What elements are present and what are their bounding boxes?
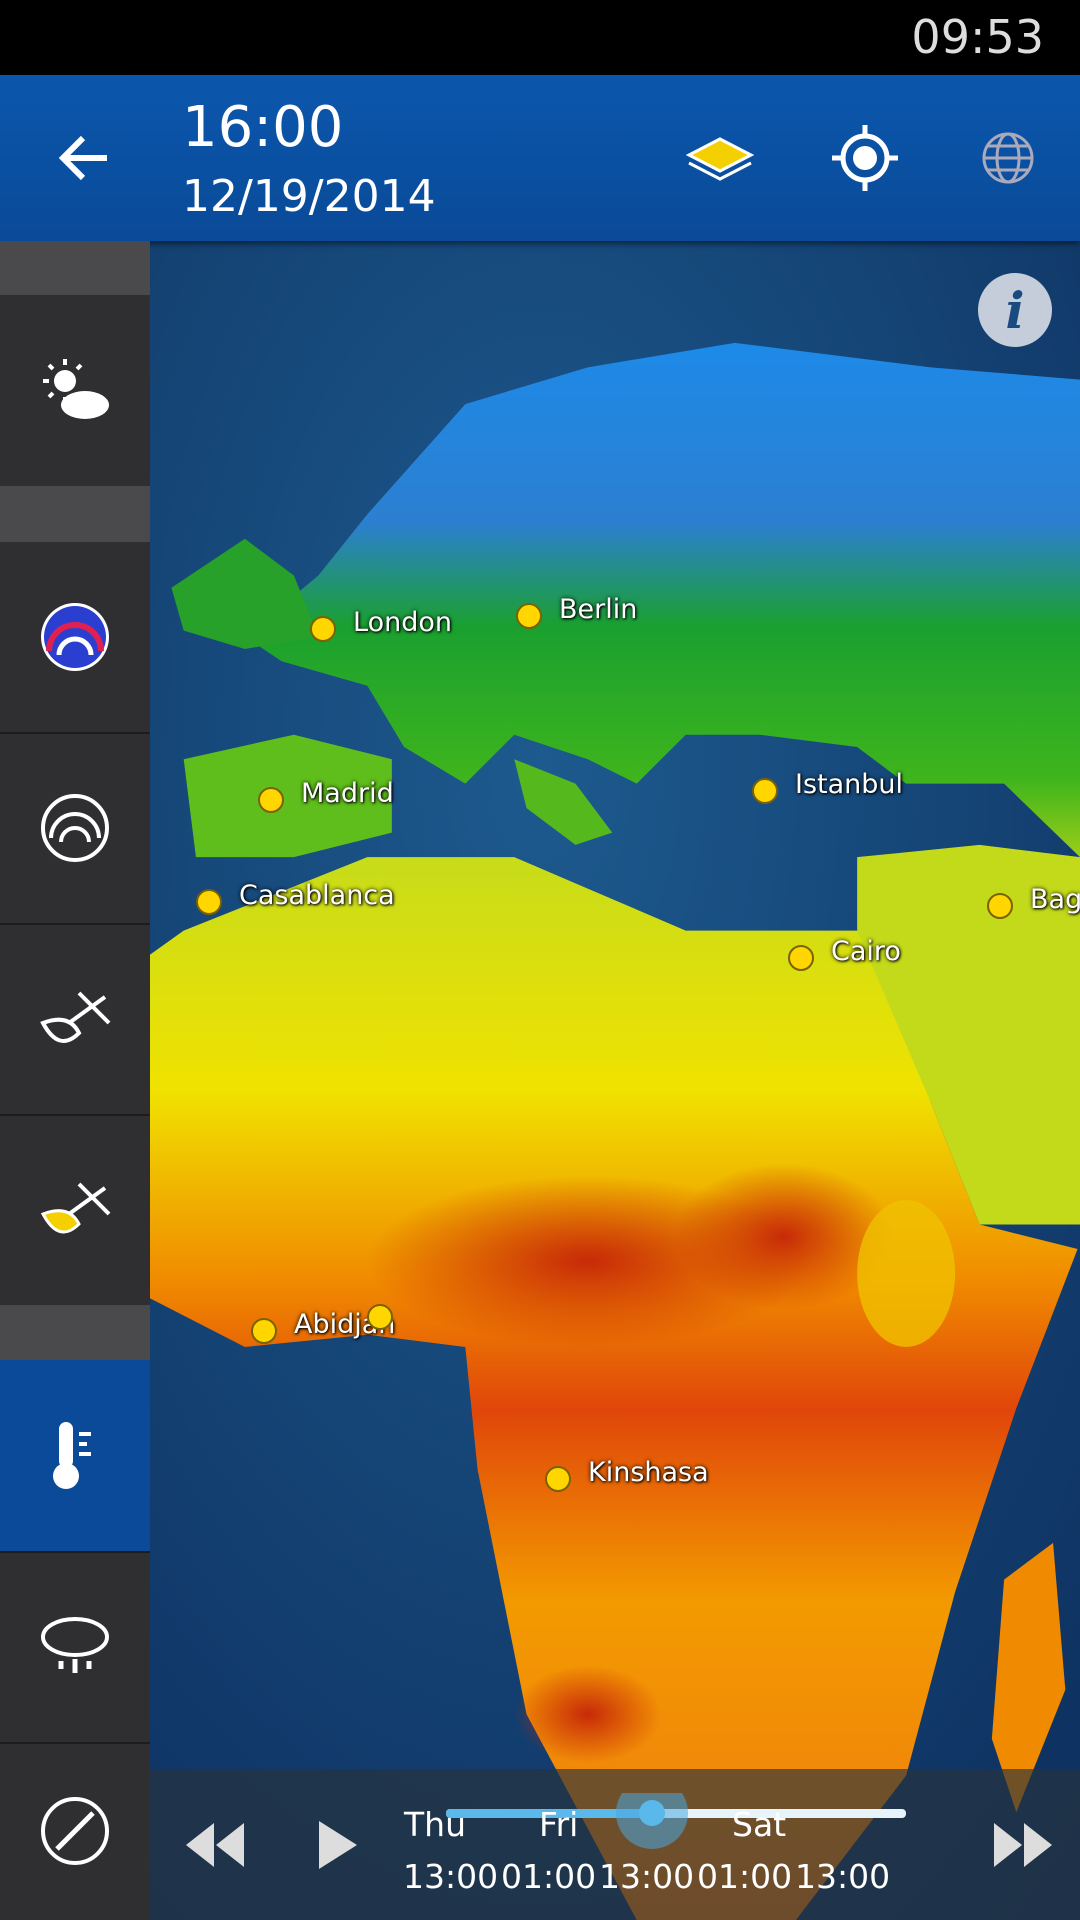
layers-button[interactable] [685,133,755,183]
weather-tab[interactable] [0,295,150,488]
city-label: Kinshasa [588,1457,709,1488]
city-label: Casablanca [239,880,395,911]
city-label: Bag [1030,884,1080,915]
city-marker [367,1304,393,1330]
city-label: Berlin [559,594,638,625]
forward-button[interactable] [988,1815,1058,1875]
city-marker [251,1318,277,1344]
time-label: 13:00 [599,1857,695,1896]
separator [0,486,150,542]
locate-button[interactable] [830,123,900,193]
city-label: Cairo [831,936,901,967]
city-marker [545,1466,571,1492]
time-label: 01:00 [697,1857,793,1896]
play-button[interactable] [313,1815,363,1875]
separator [0,241,150,295]
city-marker [196,889,222,915]
status-bar: 09:53 [0,0,1080,75]
temperature-tab[interactable] [0,1360,150,1553]
city-marker [752,778,778,804]
city-label: Istanbul [795,769,904,800]
city-marker [258,787,284,813]
header-time: 16:00 [182,95,344,160]
header: 16:00 12/19/2014 [0,75,1080,241]
day-label: Sat [732,1805,787,1844]
globe-button[interactable] [978,128,1038,188]
day-label: Thu [404,1805,466,1844]
info-button[interactable]: i [975,270,1055,350]
timeline: Thu Fri Sat 13:00 01:00 13:00 01:00 13:00 [150,1769,1080,1920]
city-marker [788,945,814,971]
sidebar [0,241,150,1920]
city-label: London [353,607,452,638]
city-marker [516,603,542,629]
satellite-tab[interactable] [0,923,150,1116]
rewind-button[interactable] [180,1815,250,1875]
day-label: Fri [539,1805,579,1844]
time-label: 13:00 [795,1857,891,1896]
precipitation-tab[interactable] [0,1551,150,1744]
time-label: 01:00 [501,1857,597,1896]
time-slider[interactable] [440,1793,910,1853]
clock: 09:53 [911,10,1044,64]
radar-outline-tab[interactable] [0,732,150,925]
radar-tab[interactable] [0,542,150,734]
city-marker [310,616,336,642]
separator [0,1305,150,1360]
time-label: 13:00 [403,1857,499,1896]
city-marker [987,893,1013,919]
back-button[interactable] [55,128,115,188]
header-date: 12/19/2014 [182,171,436,222]
satellite-color-tab[interactable] [0,1114,150,1307]
city-label: Madrid [301,778,394,809]
svg-text:i: i [1006,281,1025,340]
wind-tab[interactable] [0,1742,150,1920]
